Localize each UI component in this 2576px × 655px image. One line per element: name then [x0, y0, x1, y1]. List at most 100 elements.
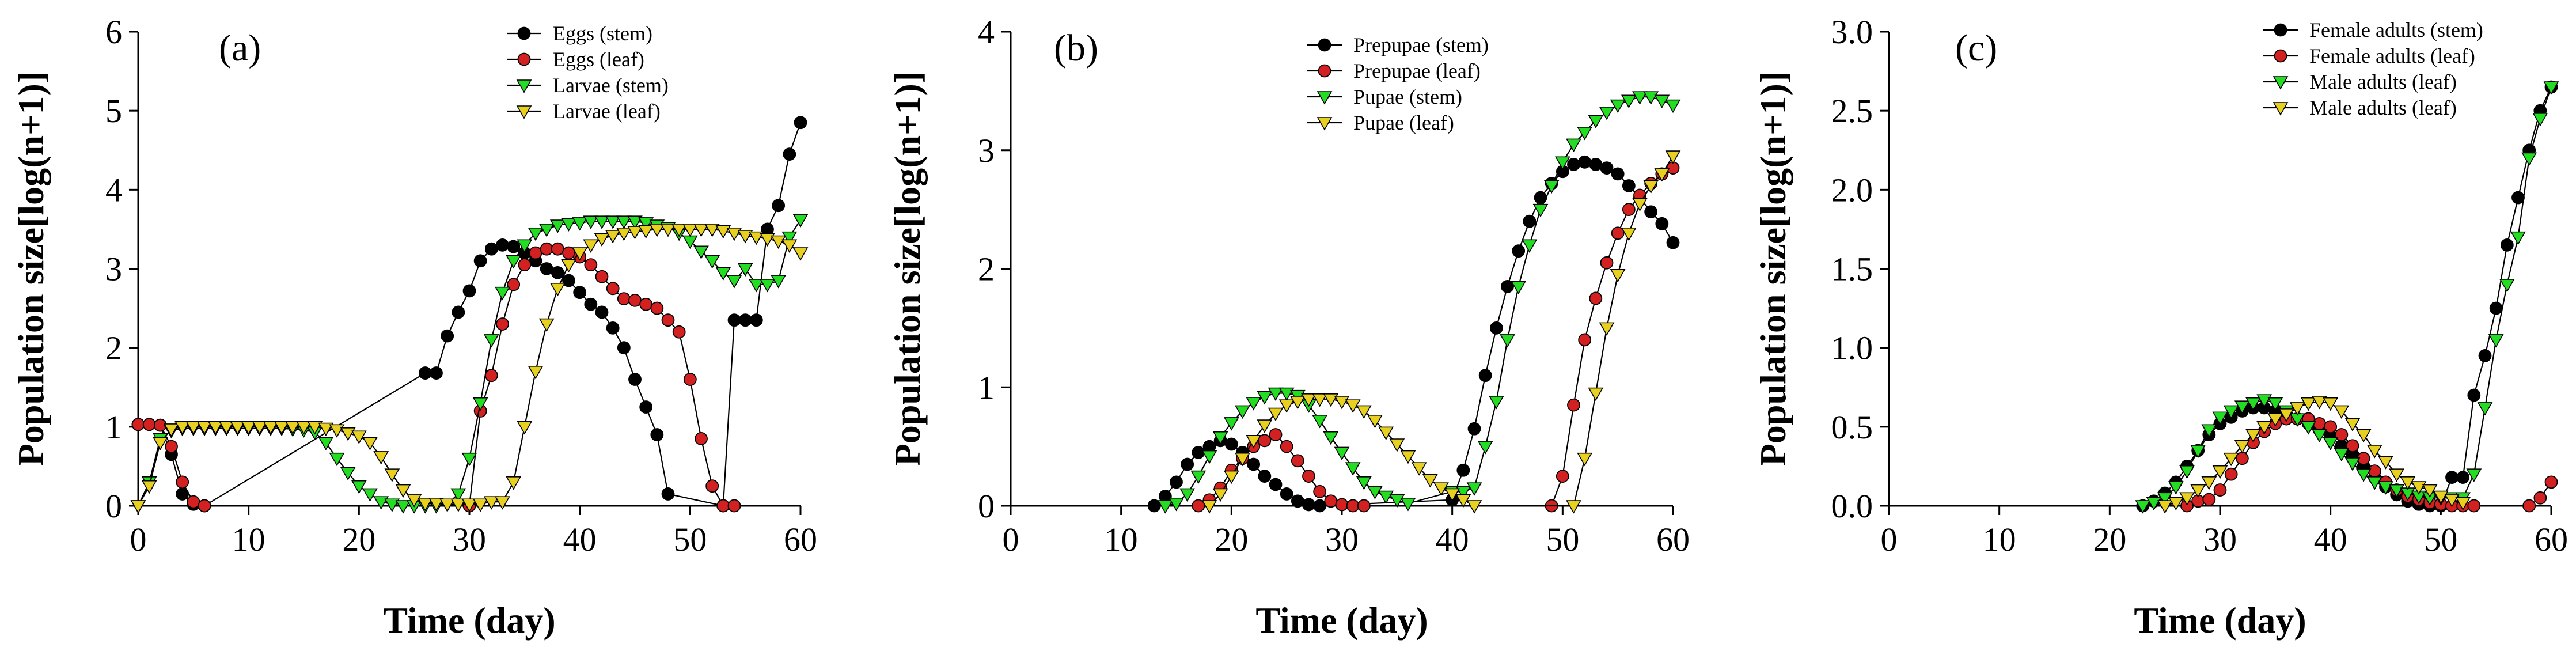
series-line: [138, 122, 802, 507]
data-point: [595, 270, 609, 283]
data-point: [329, 452, 345, 467]
data-point: [1201, 500, 1217, 514]
data-point: [562, 274, 575, 287]
series-0: [1147, 155, 1680, 513]
data-point: [771, 275, 787, 289]
legend-label: Eggs (leaf): [553, 48, 644, 71]
data-point: [1610, 268, 1626, 283]
data-point: [1268, 387, 1284, 402]
data-point: [1312, 393, 1328, 407]
legend-marker: [1318, 38, 1331, 52]
data-point: [198, 499, 211, 513]
data-point: [187, 495, 200, 509]
data-point: [1512, 244, 1526, 258]
legend-label: Larvae (leaf): [553, 100, 661, 123]
data-point: [1501, 279, 1514, 293]
data-point: [2521, 152, 2537, 166]
data-point: [2344, 418, 2361, 431]
x-tick-label: 60: [784, 521, 817, 558]
data-point: [2344, 457, 2361, 471]
data-point: [196, 421, 213, 435]
data-point: [2366, 445, 2382, 459]
data-point: [2267, 397, 2283, 411]
x-tick-label: 40: [1436, 521, 1469, 558]
data-point: [538, 318, 555, 332]
data-point: [406, 494, 422, 508]
data-point: [2278, 408, 2294, 422]
legend-label: Pupae (stem): [1353, 85, 1462, 108]
data-point: [2511, 191, 2525, 205]
data-point: [540, 262, 553, 275]
y-tick-label: 2.5: [1831, 92, 1873, 130]
data-point: [2300, 397, 2316, 411]
data-point: [1313, 499, 1327, 513]
data-point: [1212, 488, 1228, 502]
data-point: [484, 369, 498, 383]
data-point: [2433, 490, 2449, 505]
data-point: [318, 422, 334, 437]
data-point: [2335, 428, 2349, 441]
data-point: [2256, 394, 2273, 408]
data-point: [2499, 279, 2515, 293]
legend: Eggs (stem) Eggs (leaf) Larvae (stem) Larva…: [507, 22, 669, 123]
data-point: [2201, 476, 2217, 490]
data-point: [2355, 429, 2372, 443]
x-tick-label: 30: [1325, 521, 1359, 558]
data-point: [450, 498, 466, 512]
data-point: [1589, 291, 1603, 305]
data-point: [185, 421, 202, 435]
data-point: [2324, 420, 2338, 434]
data-point: [1500, 334, 1515, 348]
data-point: [2467, 388, 2481, 402]
data-point: [1578, 155, 1592, 169]
y-tick-label: 1.5: [1831, 251, 1873, 288]
chart-panel-0: 0 10 20 30 40 50 60 0 1 2 3 4 5 6 Time (day) Population…: [10, 13, 817, 641]
data-point: [152, 437, 168, 450]
legend-marker: [516, 105, 532, 119]
data-point: [627, 215, 643, 229]
data-point: [1556, 470, 1569, 483]
data-point: [483, 334, 499, 348]
data-point: [2366, 476, 2382, 490]
y-tick-label: 0: [105, 487, 122, 525]
data-point: [130, 500, 146, 514]
data-point: [2544, 475, 2558, 489]
panel-label: (c): [1955, 27, 1997, 69]
data-point: [461, 498, 477, 512]
x-tick-label: 40: [563, 521, 597, 558]
data-point: [549, 282, 566, 297]
data-point: [506, 476, 522, 490]
data-point: [1201, 450, 1217, 464]
x-tick-label: 20: [2093, 521, 2126, 558]
data-point: [583, 215, 599, 229]
data-point: [1600, 256, 1614, 270]
data-point: [362, 488, 378, 502]
data-point: [1346, 499, 1360, 513]
data-point: [1611, 226, 1625, 240]
data-point: [2168, 497, 2184, 511]
data-point: [1356, 405, 1372, 419]
x-tick-label: 20: [342, 521, 375, 558]
data-point: [1313, 484, 1327, 498]
data-point: [1301, 393, 1317, 407]
data-point: [506, 255, 522, 269]
data-point: [1179, 488, 1196, 502]
data-point: [1543, 180, 1560, 194]
data-point: [639, 297, 653, 311]
x-tick-label: 60: [2535, 521, 2568, 558]
data-point: [738, 313, 752, 327]
data-point: [748, 231, 764, 245]
data-point: [1356, 476, 1372, 490]
chart-panel-1: 0 10 20 30 40 50 60 0 1 2 3 4 Time (day) Population s…: [887, 13, 1690, 641]
data-point: [551, 266, 564, 279]
data-point: [1291, 454, 1304, 468]
data-point: [628, 373, 642, 386]
data-point: [1269, 478, 1283, 491]
series-3: [2157, 396, 2471, 514]
series-3: [130, 224, 809, 514]
data-point: [2445, 471, 2459, 484]
data-point: [628, 293, 642, 307]
data-point: [1334, 446, 1350, 461]
data-point: [661, 487, 675, 501]
data-point: [727, 313, 741, 327]
